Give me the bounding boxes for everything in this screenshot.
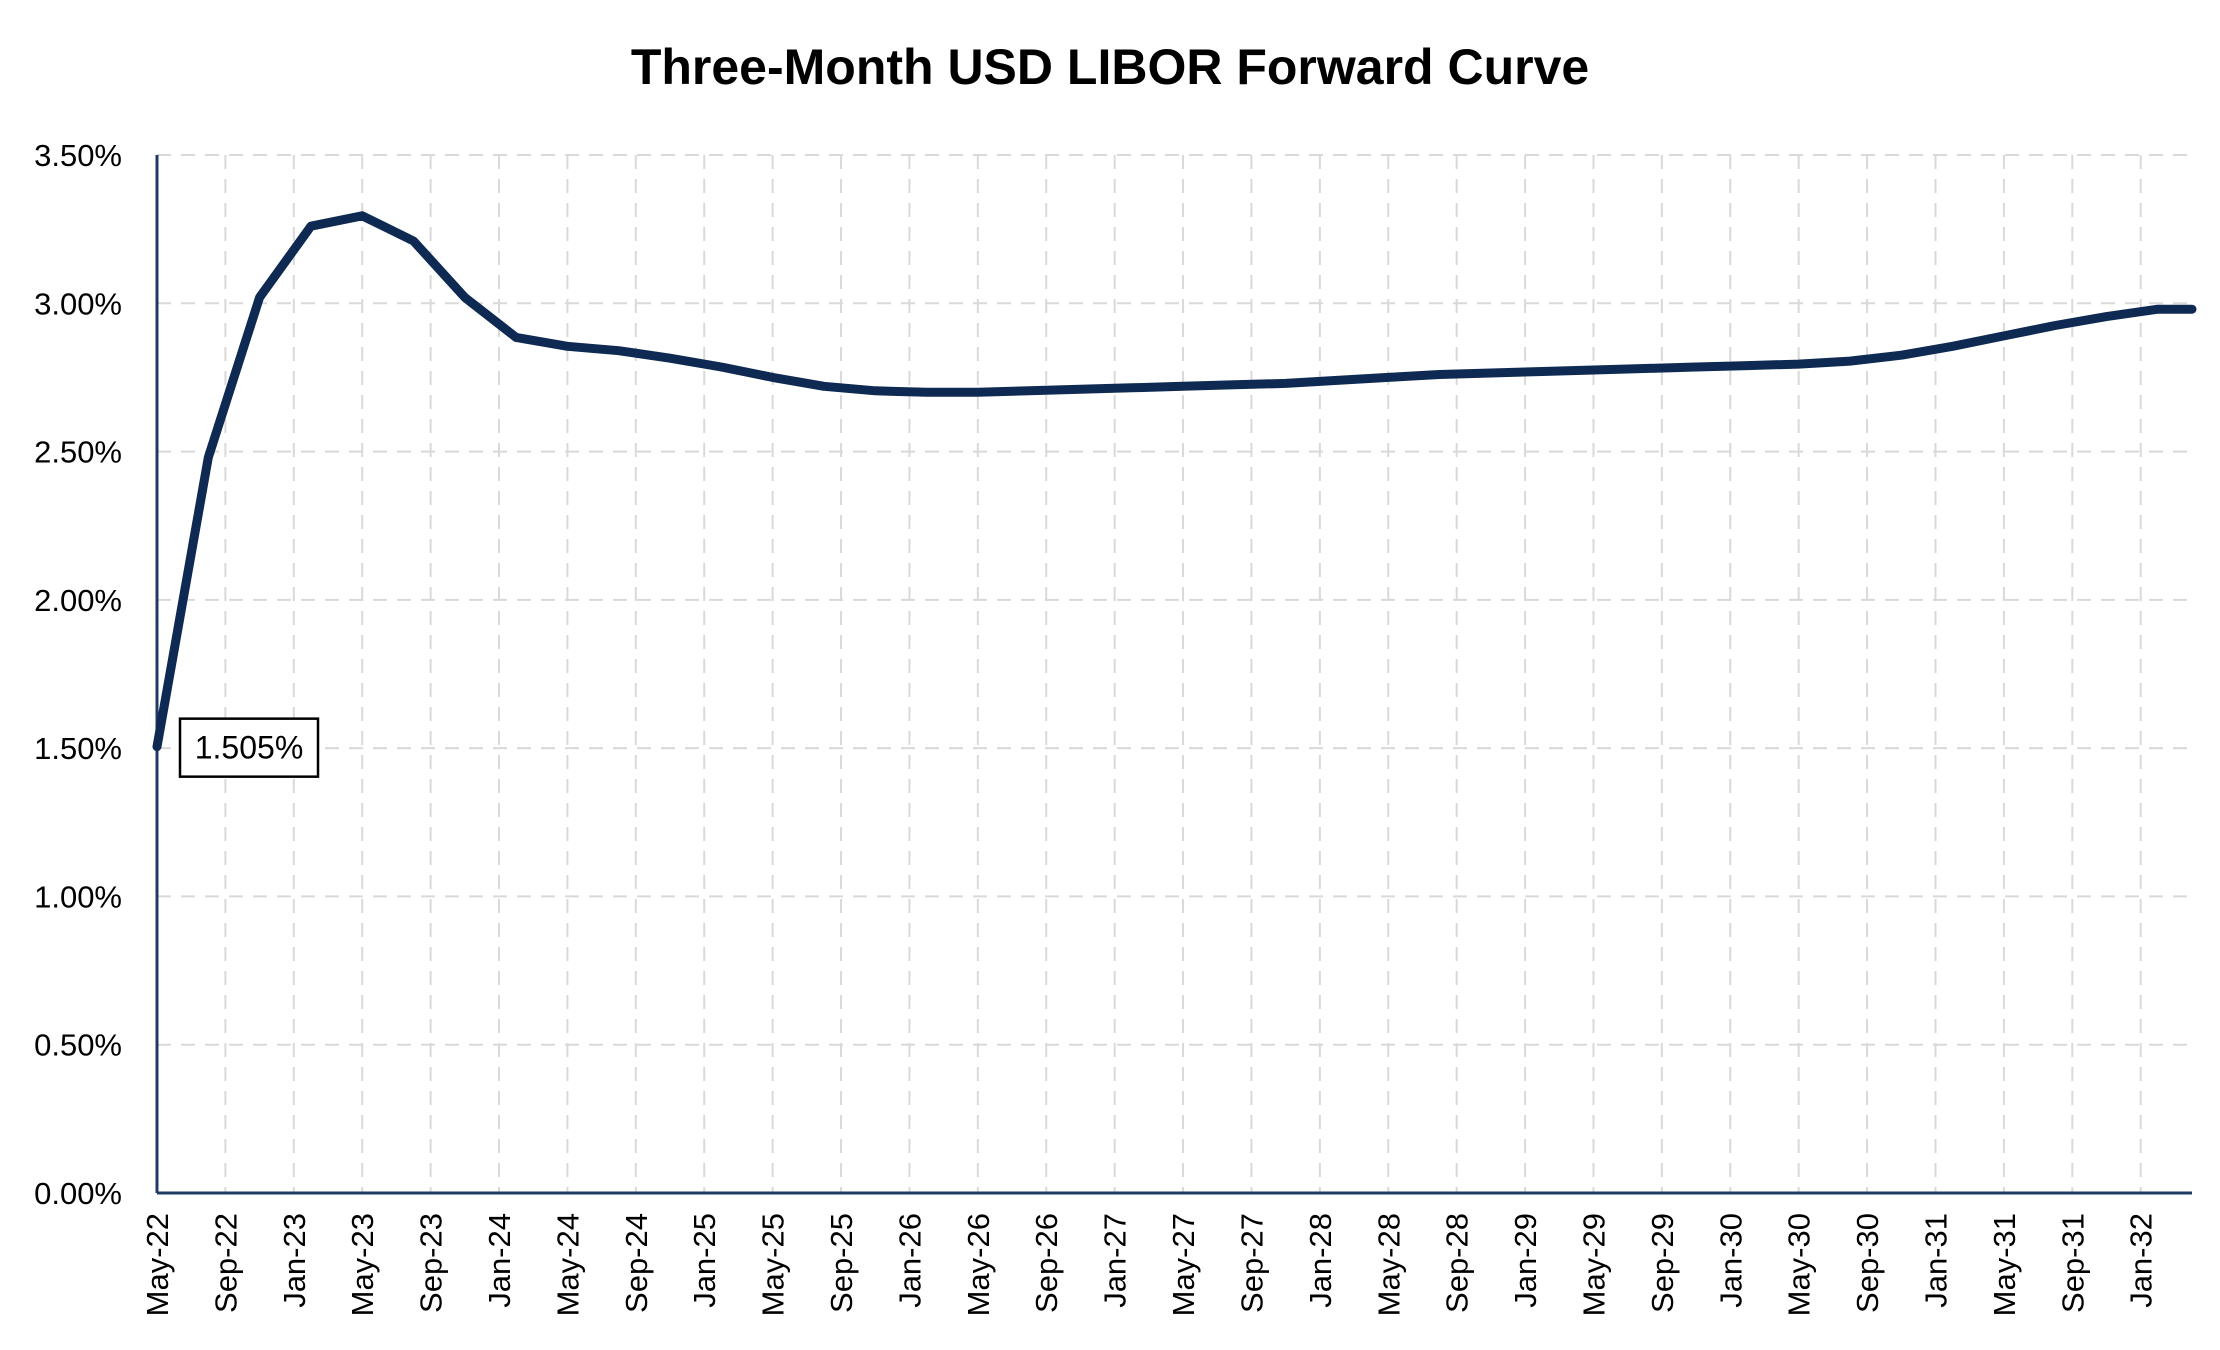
x-tick-label: Jan-24 — [482, 1213, 517, 1308]
x-tick-label: Jan-28 — [1303, 1213, 1338, 1308]
x-tick-label: May-23 — [345, 1213, 380, 1316]
chart-title: Three-Month USD LIBOR Forward Curve — [630, 39, 1590, 95]
x-tick-label: May-31 — [1987, 1213, 2022, 1316]
x-tick-label: Sep-24 — [619, 1213, 654, 1313]
y-tick-label: 3.00% — [34, 286, 122, 321]
x-tick-label: Jan-32 — [2124, 1213, 2159, 1308]
x-tick-label: Jan-25 — [687, 1213, 722, 1308]
x-tick-label: Sep-30 — [1850, 1213, 1885, 1313]
axes — [155, 155, 2192, 1195]
x-tick-label: Jan-27 — [1098, 1213, 1133, 1308]
y-tick-label: 3.50% — [34, 138, 122, 173]
x-tick-label: Sep-31 — [2055, 1213, 2090, 1313]
y-tick-label: 2.00% — [34, 583, 122, 618]
y-tick-labels: 0.00% 0.50% 1.00% 1.50% 2.00% 2.50% 3.00% 3.50% — [34, 138, 122, 1211]
x-tick-label: May-25 — [756, 1213, 791, 1316]
x-tick-label: Sep-29 — [1645, 1213, 1680, 1313]
x-tick-label: May-24 — [550, 1213, 585, 1316]
y-tick-label: 1.00% — [34, 879, 122, 914]
x-tick-label: Jan-31 — [1918, 1213, 1953, 1308]
x-tick-label: May-27 — [1166, 1213, 1201, 1316]
x-tick-label: May-26 — [961, 1213, 996, 1316]
y-tick-label: 1.50% — [34, 731, 122, 766]
x-tick-label: Jan-26 — [892, 1213, 927, 1308]
y-tick-label: 0.00% — [34, 1176, 122, 1211]
x-tick-label: May-30 — [1782, 1213, 1817, 1316]
y-tick-label: 2.50% — [34, 435, 122, 470]
x-tick-label: Sep-27 — [1234, 1213, 1269, 1313]
x-tick-label: Jan-23 — [277, 1213, 312, 1308]
x-tick-label: Jan-29 — [1508, 1213, 1543, 1308]
data-label-box — [178, 717, 320, 778]
x-tick-label: Jan-30 — [1713, 1213, 1748, 1308]
x-tick-labels: May-22 Sep-22 Jan-23 May-23 Sep-23 Jan-24 May-… — [140, 1213, 2159, 1316]
x-tick-label: Sep-22 — [208, 1213, 243, 1313]
x-tick-label: Sep-28 — [1440, 1213, 1475, 1313]
data-label: 1.505% — [195, 730, 304, 766]
x-tick-label: Sep-25 — [824, 1213, 859, 1313]
x-tick-label: Sep-23 — [414, 1213, 449, 1313]
y-tick-label: 0.50% — [34, 1028, 122, 1063]
x-tick-label: May-22 — [140, 1213, 175, 1316]
x-tick-label: May-28 — [1371, 1213, 1406, 1316]
grid-lines — [157, 154, 2192, 1193]
annotation-layer: 1.505% — [178, 717, 320, 778]
x-tick-label: Sep-26 — [1029, 1213, 1064, 1313]
x-tick-label: May-29 — [1576, 1213, 1611, 1316]
series-layer — [152, 211, 2197, 752]
series-line — [152, 211, 2197, 752]
